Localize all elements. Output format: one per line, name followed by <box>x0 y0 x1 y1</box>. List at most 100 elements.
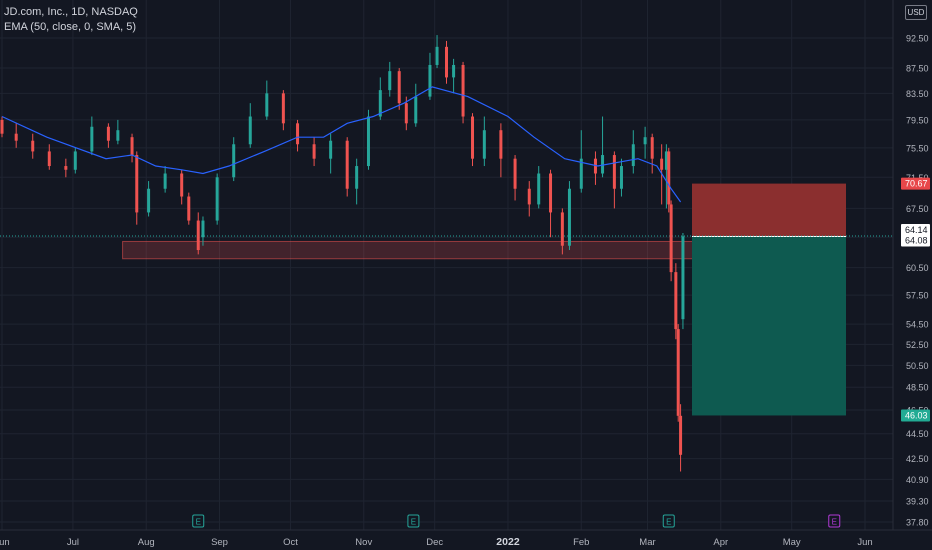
candle-body <box>116 130 120 141</box>
candle-body <box>452 64 456 78</box>
candle-body <box>669 204 673 273</box>
price-tick-label: 48.50 <box>906 383 929 393</box>
candle-body <box>196 220 200 251</box>
candle-body <box>650 137 654 159</box>
candle-body <box>679 415 683 455</box>
price-tick-label: 50.50 <box>906 361 929 371</box>
price-tick-label: 60.50 <box>906 263 929 273</box>
time-tick-label: May <box>783 537 801 548</box>
candle-body <box>676 329 680 416</box>
time-tick-label: Nov <box>355 537 372 548</box>
candle-body <box>201 220 205 238</box>
candle-body <box>674 272 678 330</box>
candle-body <box>414 96 418 124</box>
time-tick-label: Aug <box>138 537 155 548</box>
candle-body <box>461 64 465 117</box>
candle-body <box>345 140 349 189</box>
time-axis[interactable]: Jun Jul Aug Sep Oct Nov Dec 2022 Feb Mar Apr May Jun <box>0 529 932 548</box>
candle-body <box>135 155 139 213</box>
candle-body <box>180 173 184 197</box>
stop-loss-zone <box>692 183 846 237</box>
candle-body <box>265 93 269 117</box>
price-label-stop: 70.67 <box>905 179 928 189</box>
time-tick-label: Jun <box>0 537 10 548</box>
time-tick-label: Apr <box>713 537 728 548</box>
candle-body <box>248 116 252 145</box>
profit-target-zone <box>692 236 846 416</box>
candle-body <box>281 93 285 124</box>
candle-body <box>681 236 685 320</box>
candle-body <box>428 64 432 97</box>
price-tick-label: 92.50 <box>906 34 929 44</box>
price-tick-label: 75.50 <box>906 143 929 153</box>
candle-body <box>130 137 134 156</box>
time-tick-label: Mar <box>639 537 655 548</box>
candle-body <box>73 151 77 170</box>
ema-indicator-label: EMA (50, close, 0, SMA, 5) <box>4 21 137 33</box>
candle-body <box>31 140 35 152</box>
candle-body <box>549 173 553 213</box>
candle-body <box>355 166 359 189</box>
price-tick-label: 83.50 <box>906 89 929 99</box>
price-label-entry: 64.08 <box>905 236 928 246</box>
candle-body <box>513 158 517 189</box>
candle-body <box>366 116 370 167</box>
candle-body <box>619 166 623 189</box>
candle-body <box>187 196 191 221</box>
candles <box>0 35 685 472</box>
time-tick-label: Jun <box>857 537 872 548</box>
price-tick-label: 42.50 <box>906 454 929 464</box>
ema-line <box>1 86 682 203</box>
price-tick-label: 57.50 <box>906 291 929 301</box>
price-label-target: 46.03 <box>905 410 928 420</box>
price-tick-label: 39.30 <box>906 496 929 506</box>
candle-body <box>435 46 439 65</box>
candle-body <box>14 133 18 141</box>
candle-body <box>560 212 564 246</box>
earnings-marker <box>662 514 675 528</box>
candle-body <box>378 90 382 117</box>
price-tick-label: 79.50 <box>906 115 929 125</box>
candle-body <box>631 144 635 167</box>
earnings-marker <box>407 514 420 528</box>
candle-body <box>147 188 151 213</box>
price-label-last-bg <box>901 224 930 237</box>
price-label-entry-bg <box>901 234 930 247</box>
candle-body <box>482 130 486 159</box>
candle-body <box>47 151 51 167</box>
candle-body <box>527 188 531 205</box>
time-tick-label: Jul <box>67 537 79 548</box>
earnings-marker-label: E <box>832 518 837 527</box>
candle-body <box>567 188 571 246</box>
candle-body <box>312 144 316 159</box>
earnings-marker <box>828 514 841 528</box>
candle-body <box>0 119 4 134</box>
candle-body <box>404 103 408 124</box>
candle-body <box>232 144 236 178</box>
price-label-stop-bg <box>901 177 930 190</box>
candle-body <box>471 116 475 159</box>
price-tick-label: 54.50 <box>906 320 929 330</box>
candle-body <box>90 126 94 152</box>
candle-body <box>397 71 401 104</box>
candle-body <box>664 151 668 170</box>
candle-body <box>106 126 110 141</box>
candle-body <box>660 158 664 170</box>
price-label-target-bg <box>901 409 930 422</box>
earnings-marker-label: E <box>196 518 201 527</box>
price-axis-background <box>893 0 932 550</box>
currency-badge[interactable]: USD <box>905 5 927 20</box>
candle-body <box>499 130 503 159</box>
candle-body <box>296 123 300 145</box>
candle-body <box>329 140 333 159</box>
candle-body <box>537 173 541 205</box>
time-tick-label: Oct <box>283 537 298 548</box>
price-axis[interactable]: 37.8039.3040.9042.5044.5046.5048.5050.50… <box>892 0 932 550</box>
position-zones <box>0 183 893 416</box>
candle-body <box>163 173 167 189</box>
ema-50-line <box>1 86 682 203</box>
price-tick-label: 67.50 <box>906 204 929 214</box>
